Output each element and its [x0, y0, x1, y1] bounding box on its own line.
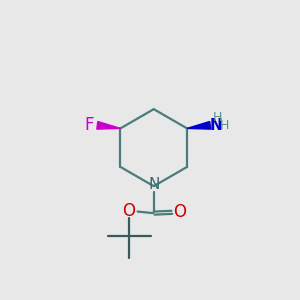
- Text: O: O: [122, 202, 135, 220]
- Text: N: N: [148, 177, 159, 192]
- Text: F: F: [85, 116, 94, 134]
- Text: N: N: [209, 118, 222, 133]
- Text: H: H: [212, 111, 222, 124]
- Polygon shape: [97, 122, 120, 129]
- Text: O: O: [173, 202, 186, 220]
- Text: H: H: [220, 119, 230, 132]
- Polygon shape: [187, 122, 211, 129]
